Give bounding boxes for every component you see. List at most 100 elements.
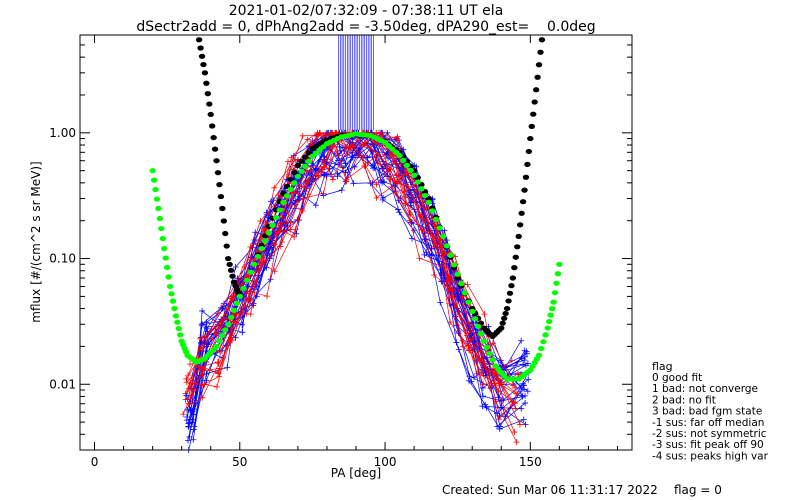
black-fit-point [522,174,530,180]
black-fit-point [207,111,214,118]
green-fit-point [450,262,458,268]
red-distribution-line [188,132,516,409]
blue-data-point [522,421,529,428]
black-fit-point [530,111,537,117]
red-data-point [199,366,206,373]
red-data-point [320,190,327,197]
red-data-point [512,390,519,397]
green-fit-point [150,177,158,183]
green-fit-point [436,225,443,231]
red-data-point [403,170,410,177]
green-fit-point [403,162,411,168]
red-data-point [464,281,471,288]
green-fit-point [155,205,162,212]
red-data-point [247,243,254,250]
red-data-point [287,226,294,233]
green-fit-point [447,252,454,258]
blue-data-point [438,269,445,276]
blue-data-point [199,320,206,327]
black-fit-point [226,261,233,268]
red-data-point [373,129,380,136]
black-fit-point [211,146,219,152]
red-data-point [247,311,254,318]
red-data-point [182,390,189,397]
blue-data-point [183,413,190,420]
blue-data-point [518,392,525,399]
red-data-point [508,357,515,364]
red-data-point [464,332,471,339]
red-data-point [304,136,311,143]
black-fit-point [531,99,538,105]
green-fit-point [542,332,549,338]
green-fit-point [216,338,223,344]
red-data-point [320,132,327,139]
green-fit-point [222,327,229,333]
green-fit-point [480,338,488,344]
blue-data-point [270,197,277,204]
red-data-point [186,361,193,368]
blue-data-point [252,229,259,236]
red-data-point [271,241,278,248]
green-fit-point [159,235,166,242]
black-fit-point [301,154,309,160]
green-fit-point [298,168,305,175]
green-fit-point [432,216,440,222]
green-fit-point [265,230,273,236]
red-data-point [186,400,193,407]
red-data-point [477,348,484,355]
red-data-point [438,263,445,270]
green-fit-point [461,290,469,296]
blue-data-point [395,206,402,213]
black-fit-point [213,158,220,164]
green-fit-point [421,192,429,199]
blue-data-point [479,403,486,410]
legend-item: -4 sus: peaks high var [652,450,769,462]
blue-data-point [184,437,191,444]
blue-data-point [520,380,527,387]
green-fit-point [486,350,493,357]
green-fit-point [163,264,171,271]
green-fit-point [287,186,294,192]
black-fit-point [227,267,235,273]
green-fit-point [294,173,302,180]
red-data-point [199,382,206,389]
red-data-point [516,421,523,428]
blue-data-point [188,407,195,414]
blue-data-point [250,302,257,309]
green-fit-point [489,357,496,363]
red-data-point [183,379,190,386]
red-data-point [373,194,380,201]
black-fit-point [214,170,222,176]
green-fit-point [443,243,450,249]
blue-data-point [428,245,435,252]
red-data-point [419,226,426,233]
red-data-point [371,139,378,146]
blue-data-point [522,400,529,407]
red-data-point [278,239,285,246]
blue-data-point [524,388,531,395]
blue-data-point [351,163,358,170]
y-tick-label: 0.10 [49,252,76,266]
green-fit-point [236,293,243,299]
blue-data-point [518,355,525,362]
blue-distribution-line [191,132,527,389]
green-fit-point [301,163,309,169]
red-data-point [214,310,221,317]
blue-data-point [518,337,525,344]
y-tick-label: 0.01 [49,377,76,391]
green-fit-point [439,233,447,240]
black-fit-point [525,148,533,155]
green-fit-point [174,319,181,325]
blue-data-point [253,293,260,300]
black-fit-point [512,254,519,260]
black-fit-point [216,182,223,188]
black-fit-point [222,230,229,237]
red-data-point [360,154,367,161]
green-fit-point [407,167,414,173]
blue-data-point [185,420,192,427]
red-data-point [403,200,410,207]
blue-data-point [187,406,194,413]
red-data-point [243,290,250,297]
black-fit-point [502,310,509,317]
